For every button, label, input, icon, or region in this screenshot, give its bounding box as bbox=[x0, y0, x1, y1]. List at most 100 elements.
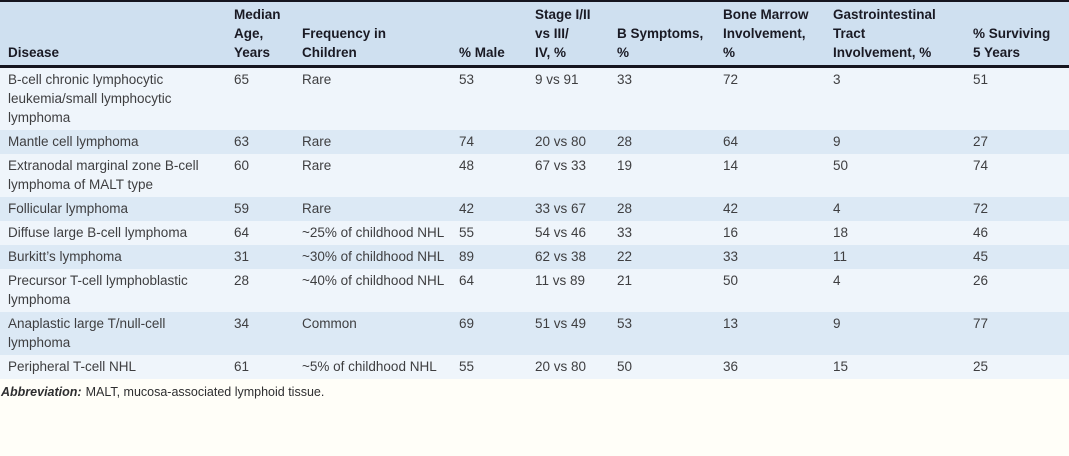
cell-median_age_years: 34 bbox=[230, 312, 298, 355]
cell-b_symptoms_pct: 33 bbox=[613, 221, 719, 245]
table-row: Anaplastic large T/null-cell lymphoma 34 C… bbox=[0, 312, 1069, 355]
cell-stage_i_ii_vs_iii_iv: 20 vs 80 bbox=[531, 355, 613, 379]
cell-b_symptoms_pct: 28 bbox=[613, 197, 719, 221]
cell-b_symptoms_pct: 21 bbox=[613, 269, 719, 312]
cell-stage_i_ii_vs_iii_iv: 67 vs 33 bbox=[531, 154, 613, 197]
column-header-surviving_5y_pct: % Surviving 5 Years bbox=[969, 0, 1069, 68]
cell-gi_tract_pct: 9 bbox=[829, 312, 969, 355]
cell-gi_tract_pct: 4 bbox=[829, 269, 969, 312]
cell-median_age_years: 31 bbox=[230, 245, 298, 269]
cell-disease: Precursor T-cell lymphoblastic lymphoma bbox=[0, 269, 230, 312]
cell-b_symptoms_pct: 28 bbox=[613, 130, 719, 154]
cell-surviving_5y_pct: 26 bbox=[969, 269, 1069, 312]
cell-bone_marrow_pct: 36 bbox=[719, 355, 829, 379]
cell-gi_tract_pct: 11 bbox=[829, 245, 969, 269]
cell-frequency_children: Common bbox=[298, 312, 455, 355]
cell-surviving_5y_pct: 74 bbox=[969, 154, 1069, 197]
cell-median_age_years: 64 bbox=[230, 221, 298, 245]
cell-surviving_5y_pct: 46 bbox=[969, 221, 1069, 245]
cell-pct_male: 74 bbox=[455, 130, 531, 154]
cell-median_age_years: 28 bbox=[230, 269, 298, 312]
cell-frequency_children: ~40% of childhood NHL bbox=[298, 269, 455, 312]
cell-median_age_years: 59 bbox=[230, 197, 298, 221]
cell-stage_i_ii_vs_iii_iv: 20 vs 80 bbox=[531, 130, 613, 154]
cell-frequency_children: Rare bbox=[298, 66, 455, 130]
column-header-b_symptoms_pct: B Symptoms, % bbox=[613, 0, 719, 68]
cell-median_age_years: 65 bbox=[230, 66, 298, 130]
cell-disease: Burkitt’s lymphoma bbox=[0, 245, 230, 269]
cell-bone_marrow_pct: 14 bbox=[719, 154, 829, 197]
cell-frequency_children: ~5% of childhood NHL bbox=[298, 355, 455, 379]
cell-bone_marrow_pct: 33 bbox=[719, 245, 829, 269]
cell-stage_i_ii_vs_iii_iv: 54 vs 46 bbox=[531, 221, 613, 245]
cell-frequency_children: Rare bbox=[298, 130, 455, 154]
column-header-stage_i_ii_vs_iii_iv: Stage I/II vs III/ IV, % bbox=[531, 0, 613, 68]
cell-surviving_5y_pct: 77 bbox=[969, 312, 1069, 355]
cell-stage_i_ii_vs_iii_iv: 33 vs 67 bbox=[531, 197, 613, 221]
cell-b_symptoms_pct: 19 bbox=[613, 154, 719, 197]
cell-disease: Follicular lymphoma bbox=[0, 197, 230, 221]
cell-pct_male: 69 bbox=[455, 312, 531, 355]
cell-gi_tract_pct: 4 bbox=[829, 197, 969, 221]
cell-pct_male: 42 bbox=[455, 197, 531, 221]
table-row: Mantle cell lymphoma 63 Rare 74 20 vs 80 28 64… bbox=[0, 130, 1069, 154]
footnote-label: Abbreviation: bbox=[1, 385, 82, 399]
cell-gi_tract_pct: 18 bbox=[829, 221, 969, 245]
column-header-bone_marrow_pct: Bone Marrow Involvement, % bbox=[719, 0, 829, 68]
column-header-frequency_children: Frequency in Children bbox=[298, 0, 455, 68]
footnote-text: MALT, mucosa-associated lymphoid tissue. bbox=[85, 385, 325, 399]
cell-gi_tract_pct: 9 bbox=[829, 130, 969, 154]
cell-b_symptoms_pct: 53 bbox=[613, 312, 719, 355]
cell-bone_marrow_pct: 42 bbox=[719, 197, 829, 221]
cell-surviving_5y_pct: 27 bbox=[969, 130, 1069, 154]
table-row: Extranodal marginal zone B-cell lymphoma… bbox=[0, 154, 1069, 197]
table-row: B-cell chronic lymphocytic leukemia/smal… bbox=[0, 66, 1069, 130]
cell-median_age_years: 60 bbox=[230, 154, 298, 197]
cell-bone_marrow_pct: 16 bbox=[719, 221, 829, 245]
cell-b_symptoms_pct: 22 bbox=[613, 245, 719, 269]
lymphoma-characteristics-table: Disease Median Age, Years Frequency in Chi… bbox=[0, 0, 1069, 379]
cell-disease: B-cell chronic lymphocytic leukemia/smal… bbox=[0, 66, 230, 130]
cell-bone_marrow_pct: 13 bbox=[719, 312, 829, 355]
table-row: Diffuse large B-cell lymphoma 64 ~25% of c… bbox=[0, 221, 1069, 245]
table-row: Burkitt’s lymphoma 31 ~30% of childhood NH… bbox=[0, 245, 1069, 269]
cell-frequency_children: ~25% of childhood NHL bbox=[298, 221, 455, 245]
column-header-median_age_years: Median Age, Years bbox=[230, 0, 298, 68]
cell-pct_male: 48 bbox=[455, 154, 531, 197]
cell-surviving_5y_pct: 25 bbox=[969, 355, 1069, 379]
table-row: Precursor T-cell lymphoblastic lymphoma 2… bbox=[0, 269, 1069, 312]
cell-pct_male: 64 bbox=[455, 269, 531, 312]
cell-frequency_children: ~30% of childhood NHL bbox=[298, 245, 455, 269]
cell-disease: Anaplastic large T/null-cell lymphoma bbox=[0, 312, 230, 355]
column-header-disease: Disease bbox=[0, 0, 230, 68]
cell-bone_marrow_pct: 72 bbox=[719, 66, 829, 130]
cell-disease: Extranodal marginal zone B-cell lymphoma… bbox=[0, 154, 230, 197]
cell-surviving_5y_pct: 72 bbox=[969, 197, 1069, 221]
cell-frequency_children: Rare bbox=[298, 197, 455, 221]
cell-disease: Mantle cell lymphoma bbox=[0, 130, 230, 154]
cell-stage_i_ii_vs_iii_iv: 11 vs 89 bbox=[531, 269, 613, 312]
table-header: Disease Median Age, Years Frequency in Chi… bbox=[0, 0, 1069, 68]
cell-surviving_5y_pct: 51 bbox=[969, 66, 1069, 130]
cell-bone_marrow_pct: 50 bbox=[719, 269, 829, 312]
cell-median_age_years: 63 bbox=[230, 130, 298, 154]
cell-bone_marrow_pct: 64 bbox=[719, 130, 829, 154]
cell-pct_male: 53 bbox=[455, 66, 531, 130]
cell-pct_male: 89 bbox=[455, 245, 531, 269]
cell-stage_i_ii_vs_iii_iv: 62 vs 38 bbox=[531, 245, 613, 269]
column-header-gi_tract_pct: Gastrointestinal Tract Involvement, % bbox=[829, 0, 969, 68]
cell-b_symptoms_pct: 33 bbox=[613, 66, 719, 130]
cell-stage_i_ii_vs_iii_iv: 51 vs 49 bbox=[531, 312, 613, 355]
column-header-pct_male: % Male bbox=[455, 0, 531, 68]
cell-gi_tract_pct: 50 bbox=[829, 154, 969, 197]
footnote: Abbreviation: MALT, mucosa-associated lym… bbox=[1, 384, 1069, 400]
cell-median_age_years: 61 bbox=[230, 355, 298, 379]
cell-pct_male: 55 bbox=[455, 221, 531, 245]
cell-frequency_children: Rare bbox=[298, 154, 455, 197]
cell-stage_i_ii_vs_iii_iv: 9 vs 91 bbox=[531, 66, 613, 130]
header-row: Disease Median Age, Years Frequency in Chi… bbox=[0, 0, 1069, 68]
cell-gi_tract_pct: 3 bbox=[829, 66, 969, 130]
cell-b_symptoms_pct: 50 bbox=[613, 355, 719, 379]
cell-gi_tract_pct: 15 bbox=[829, 355, 969, 379]
